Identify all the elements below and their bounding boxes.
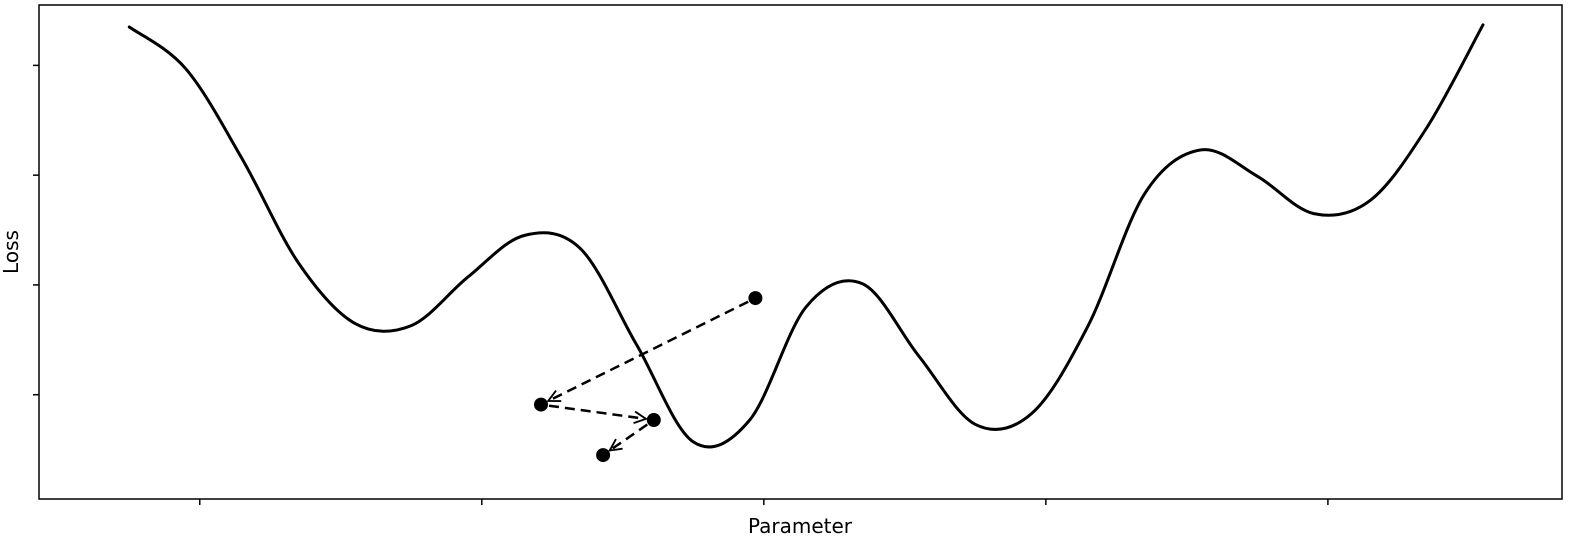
plot-frame [38, 4, 1563, 500]
gradient-step-arrow [610, 423, 649, 451]
parameter-points [534, 291, 763, 463]
parameter-point [646, 413, 661, 427]
axis-ticks [33, 64, 1329, 505]
gradient-step-arrow [548, 404, 646, 419]
parameter-point [534, 397, 548, 412]
gradient-step-arrow [548, 300, 749, 403]
gradient-step-arrows [548, 300, 749, 451]
parameter-point [596, 448, 611, 463]
loss-curve [127, 23, 1485, 449]
y-axis-label: Loss [0, 230, 23, 274]
x-axis-label: Parameter [748, 514, 853, 538]
parameter-point [748, 291, 763, 306]
